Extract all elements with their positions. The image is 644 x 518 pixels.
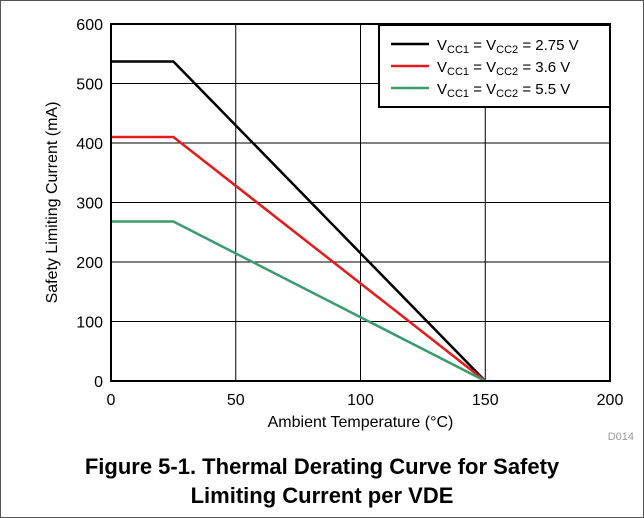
legend-text-part: = 2.75 V xyxy=(518,37,578,54)
y-tick-label: 0 xyxy=(94,374,103,391)
figure-code: D014 xyxy=(608,431,634,443)
legend-text-part: V xyxy=(437,81,447,98)
series-line-1 xyxy=(111,60,487,382)
legend-text-part: = V xyxy=(469,59,496,76)
caption-line-2: Limiting Current per VDE xyxy=(190,483,454,508)
legend-text-part: = V xyxy=(469,37,496,54)
legend-label-1: VCC1 = VCC2 = 2.75 V xyxy=(437,37,579,56)
legend-text-part: CC1 xyxy=(447,88,469,100)
y-tick-label: 600 xyxy=(76,17,103,34)
y-tick-label: 100 xyxy=(76,315,103,332)
x-tick-label: 150 xyxy=(472,392,499,409)
legend-text-part: = V xyxy=(469,81,496,98)
series-line-3 xyxy=(111,220,486,383)
y-tick-label: 400 xyxy=(76,136,103,153)
legend-text-part: = 5.5 V xyxy=(518,81,570,98)
legend-text-part: CC1 xyxy=(447,66,469,78)
x-tick-label: 200 xyxy=(597,392,624,409)
plot-area-border xyxy=(110,23,611,382)
figure-caption: Figure 5-1. Thermal Derating Curve for S… xyxy=(0,452,644,510)
y-tick-label: 300 xyxy=(76,196,103,213)
legend-text-part: V xyxy=(437,59,447,76)
series-line-2 xyxy=(111,135,487,382)
y-tick-label: 200 xyxy=(76,255,103,272)
legend-text-part: CC2 xyxy=(496,88,518,100)
caption-line-1: Figure 5-1. Thermal Derating Curve for S… xyxy=(84,454,560,479)
y-axis-label: Safety Limiting Current (mA) xyxy=(44,102,61,304)
legend-label-2: VCC1 = VCC2 = 3.6 V xyxy=(437,59,570,78)
tick-labels: 0 50 100 150 200 0 100 200 300 400 500 600 xyxy=(76,17,623,409)
legend-text-part: = 3.6 V xyxy=(518,59,570,76)
legend-text-part: CC2 xyxy=(496,66,518,78)
x-tick-label: 100 xyxy=(347,392,374,409)
x-tick-label: 50 xyxy=(227,392,245,409)
legend-label-3: VCC1 = VCC2 = 5.5 V xyxy=(437,81,570,100)
x-axis-label: Ambient Temperature (°C) xyxy=(268,414,454,431)
legend-text-part: V xyxy=(437,37,447,54)
x-tick-label: 0 xyxy=(107,392,116,409)
legend-text-part: CC1 xyxy=(447,44,469,56)
series-lines xyxy=(111,60,487,383)
y-tick-label: 500 xyxy=(76,77,103,94)
legend-text-part: CC2 xyxy=(496,44,518,56)
